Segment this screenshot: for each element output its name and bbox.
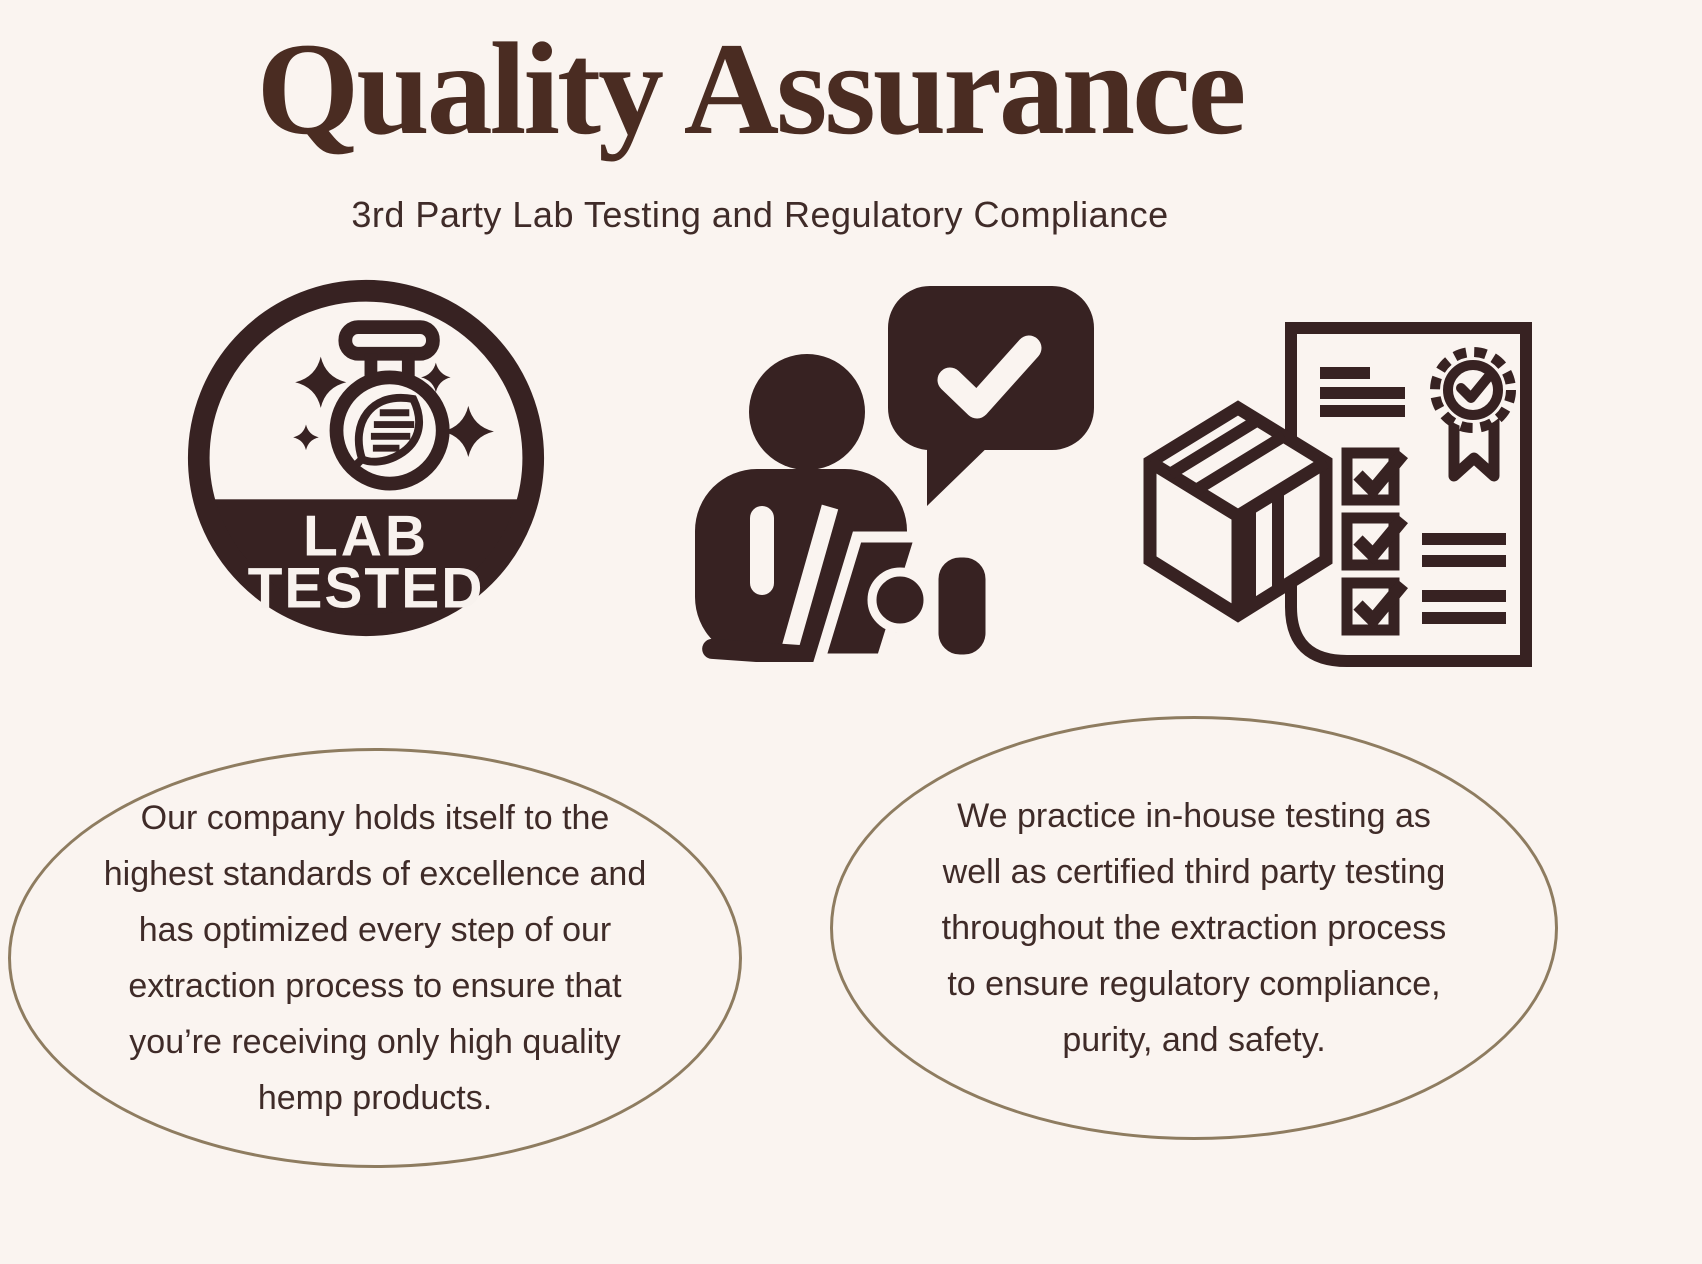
checklist-icon — [1341, 447, 1408, 636]
page-title: Quality Assurance — [256, 15, 1247, 162]
right-text-bubble: We practice in-house testing as well as … — [830, 716, 1558, 1140]
award-rosette-icon — [1430, 347, 1516, 482]
person-laptop-approval-icon — [650, 260, 1095, 670]
badge-label-line2: TESTED — [248, 557, 485, 621]
package-certificate-icon — [1055, 278, 1540, 675]
badge-label-line1: LAB — [303, 504, 429, 568]
page-subtitle: 3rd Party Lab Testing and Regulatory Com… — [351, 194, 1169, 235]
person-approval-icon — [695, 286, 1094, 670]
sparkle-icons — [293, 356, 494, 458]
flask-leaf-badge-icon: LAB TESTED — [187, 279, 545, 637]
lab-tested-badge-icon: LAB TESTED — [184, 276, 548, 640]
left-text-bubble: Our company holds itself to the highest … — [8, 748, 742, 1168]
certificate-page-icon — [1285, 322, 1532, 667]
flask-icon — [329, 320, 450, 491]
package-box-icon — [1143, 400, 1333, 623]
document-text-lines — [1320, 367, 1506, 624]
certificate-checklist-icon — [1143, 322, 1532, 667]
leaf-icon — [347, 393, 424, 474]
laptop-icon — [812, 531, 995, 665]
left-bubble-text: Our company holds itself to the highest … — [103, 799, 647, 1117]
speech-bubble-check-icon — [888, 286, 1094, 506]
right-bubble-text: We practice in-house testing as well as … — [941, 797, 1447, 1059]
